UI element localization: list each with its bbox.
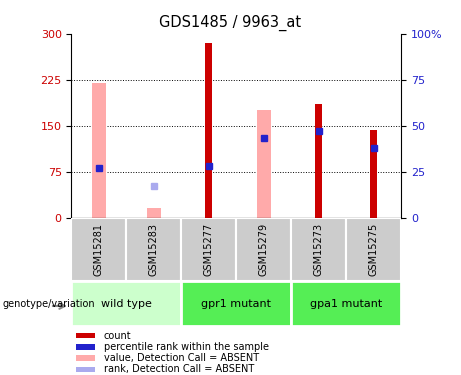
Text: GSM15275: GSM15275 — [369, 223, 378, 276]
Text: GSM15283: GSM15283 — [149, 223, 159, 276]
Bar — [76, 356, 95, 361]
Text: gpa1 mutant: gpa1 mutant — [310, 299, 382, 309]
Text: wild type: wild type — [101, 299, 152, 309]
Text: GSM15279: GSM15279 — [259, 223, 269, 276]
Bar — [76, 367, 95, 372]
Bar — [291, 281, 401, 326]
Bar — [181, 217, 236, 281]
Bar — [76, 333, 95, 338]
Bar — [181, 281, 291, 326]
Bar — [92, 83, 106, 218]
Bar — [126, 217, 181, 281]
Text: gpr1 mutant: gpr1 mutant — [201, 299, 271, 309]
Text: count: count — [104, 331, 131, 340]
Bar — [346, 217, 401, 281]
Bar — [206, 43, 212, 218]
Bar — [370, 130, 377, 218]
Text: percentile rank within the sample: percentile rank within the sample — [104, 342, 269, 352]
Bar — [315, 104, 322, 218]
Text: value, Detection Call = ABSENT: value, Detection Call = ABSENT — [104, 353, 259, 363]
Bar — [147, 209, 161, 218]
Text: GSM15277: GSM15277 — [204, 223, 214, 276]
Bar — [257, 110, 271, 218]
Text: GDS1485 / 9963_at: GDS1485 / 9963_at — [160, 15, 301, 31]
Text: GSM15281: GSM15281 — [94, 223, 104, 276]
Bar — [71, 281, 181, 326]
Bar — [76, 344, 95, 350]
Bar — [291, 217, 346, 281]
Bar — [71, 217, 126, 281]
Text: genotype/variation: genotype/variation — [2, 299, 95, 309]
Bar — [236, 217, 291, 281]
Text: rank, Detection Call = ABSENT: rank, Detection Call = ABSENT — [104, 364, 254, 374]
Text: GSM15273: GSM15273 — [313, 223, 324, 276]
